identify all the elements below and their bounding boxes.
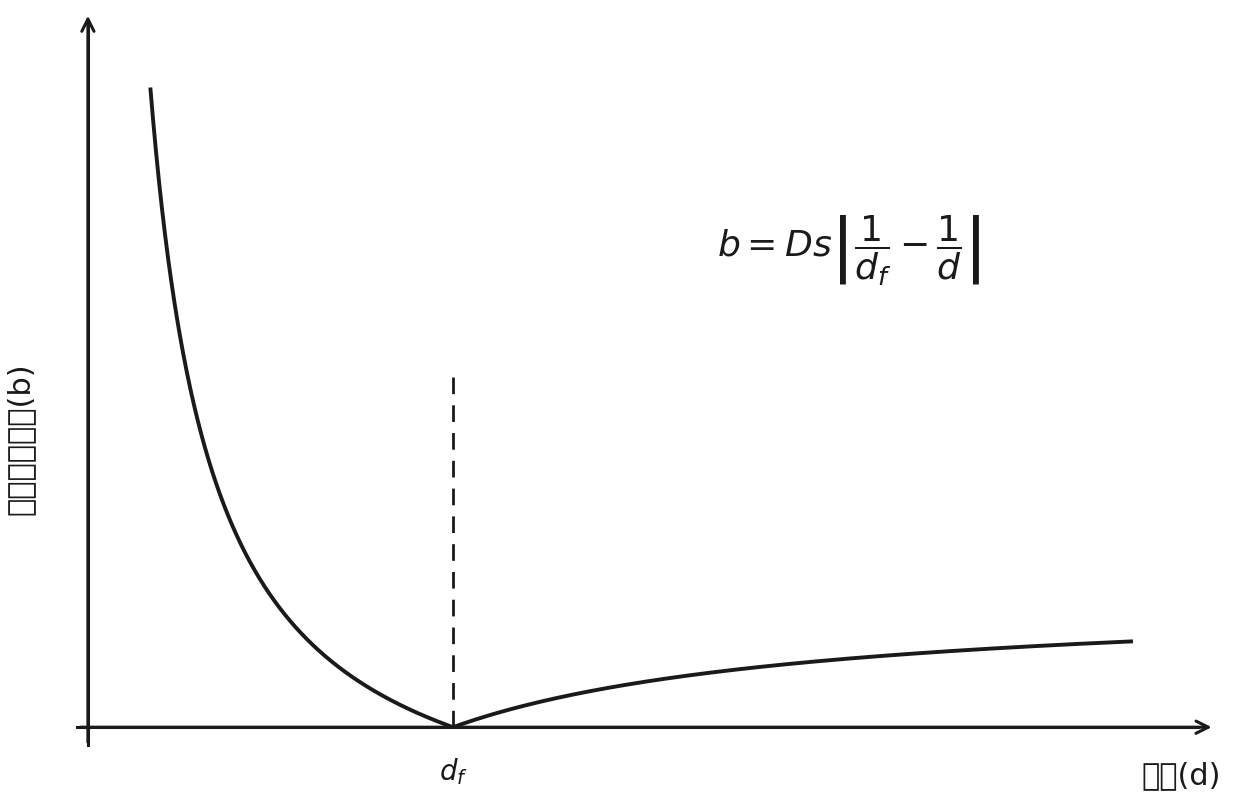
Text: $b = Ds\left|\dfrac{1}{d_f} - \dfrac{1}{d}\right|$: $b = Ds\left|\dfrac{1}{d_f} - \dfrac{1}{…	[717, 213, 981, 287]
Text: 深度(d): 深度(d)	[1141, 760, 1221, 789]
Text: $d_f$: $d_f$	[439, 755, 467, 786]
Text: 模糊光斑直径(b): 模糊光斑直径(b)	[6, 363, 35, 515]
